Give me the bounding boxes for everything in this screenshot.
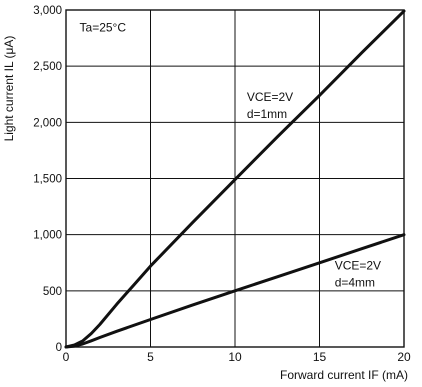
y-axis-label: Light current IL (μA) <box>2 36 16 142</box>
y-tick-label: 2,500 <box>33 61 62 73</box>
x-tick-label: 15 <box>313 350 327 364</box>
x-tick-label: 0 <box>63 350 70 364</box>
series-lines <box>64 9 406 349</box>
x-tick-label: 10 <box>228 350 242 364</box>
annotation-series1-distance: d=1mm <box>247 107 287 121</box>
x-tick-label: 20 <box>397 350 411 364</box>
y-tick-label: 2,000 <box>33 117 62 129</box>
y-tick-label: 1,000 <box>33 230 62 242</box>
series-line-d4mm <box>64 233 406 349</box>
x-tick-label: 5 <box>147 350 154 364</box>
series-line-d1mm <box>64 9 406 349</box>
plot-frame <box>65 9 405 348</box>
annotation-series1-vce: VCE=2V <box>247 90 293 104</box>
y-tick-label: 0 <box>56 342 62 354</box>
x-axis-label: Forward current IF (mA) <box>280 368 408 382</box>
y-tick-label: 500 <box>43 286 62 298</box>
y-tick-label: 3,000 <box>33 5 62 17</box>
y-tick-label: 1,500 <box>33 174 62 186</box>
annotation-series2-vce: VCE=2V <box>335 258 381 272</box>
annotation-temperature: Ta=25°C <box>80 20 127 34</box>
tick-labels: 0 5 10 15 20 0 500 1,000 1,500 2,000 2,500 3,000 <box>33 5 411 364</box>
annotation-series2-distance: d=4mm <box>335 275 375 289</box>
